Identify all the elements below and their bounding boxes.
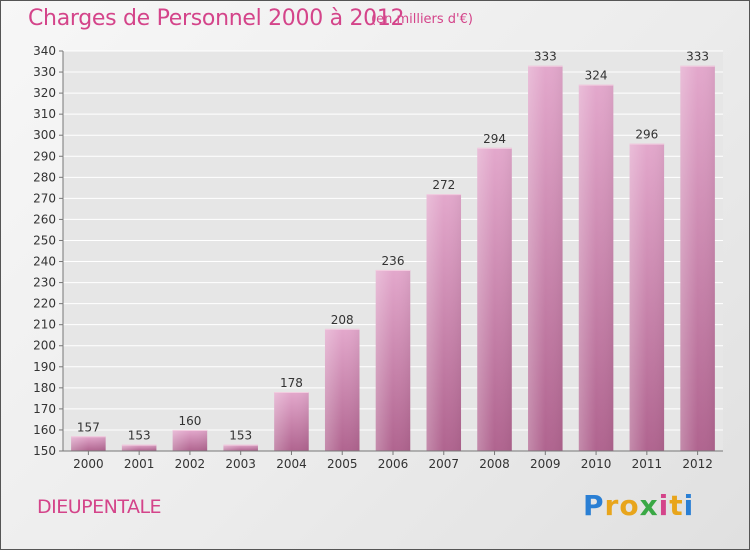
bar-shine (578, 84, 614, 452)
y-tick-label: 210 (33, 318, 56, 332)
x-tick-label: 2003 (225, 457, 256, 471)
commune-name: DIEUPENTALE (37, 496, 162, 518)
data-label: 324 (585, 69, 608, 83)
y-tick-label: 300 (33, 128, 56, 142)
y-tick-label: 310 (33, 107, 56, 121)
logo-letter: x (639, 489, 659, 522)
x-tick-label: 2012 (682, 457, 713, 471)
bar-shine (71, 436, 106, 451)
data-label: 160 (178, 414, 201, 428)
y-tick-label: 330 (33, 65, 56, 79)
proxiti-logo[interactable]: Proxiti (583, 489, 694, 522)
y-tick-label: 320 (33, 86, 56, 100)
data-label: 153 (229, 429, 252, 443)
logo-letter: i (683, 489, 695, 522)
data-label: 272 (432, 178, 455, 192)
bar-shine (528, 65, 563, 451)
y-tick-label: 220 (33, 297, 56, 311)
y-tick-label: 250 (33, 233, 56, 247)
x-tick-label: 2009 (530, 457, 561, 471)
y-tick-label: 290 (33, 149, 56, 163)
bar-shine (324, 328, 360, 451)
y-tick-label: 240 (33, 255, 56, 269)
bar-shine (375, 269, 411, 451)
bar-shine (477, 147, 512, 451)
bar-shine (121, 444, 157, 451)
x-tick-label: 2010 (581, 457, 612, 471)
x-tick-label: 2004 (276, 457, 307, 471)
data-label: 153 (128, 429, 151, 443)
bar-shine (274, 392, 309, 451)
y-tick-label: 190 (33, 360, 56, 374)
bar-shine (223, 444, 258, 451)
data-label: 157 (77, 420, 100, 434)
bar-shine (629, 143, 665, 451)
bar-shine (426, 194, 462, 451)
data-label: 294 (483, 132, 506, 146)
x-tick-label: 2000 (73, 457, 104, 471)
y-tick-label: 260 (33, 212, 56, 226)
y-tick-label: 160 (33, 423, 56, 437)
x-tick-label: 2007 (428, 457, 459, 471)
x-tick-label: 2006 (378, 457, 409, 471)
bar-shine (172, 429, 208, 451)
y-tick-label: 200 (33, 339, 56, 353)
y-tick-label: 340 (33, 44, 56, 58)
bar-shine (680, 65, 715, 451)
logo-letter: o (619, 489, 640, 522)
y-tick-label: 180 (33, 381, 56, 395)
data-label: 333 (534, 50, 557, 64)
y-tick-label: 280 (33, 170, 56, 184)
logo-letter: P (583, 489, 605, 522)
data-label: 208 (331, 313, 354, 327)
y-tick-label: 270 (33, 191, 56, 205)
data-label: 178 (280, 376, 303, 390)
x-tick-label: 2005 (327, 457, 358, 471)
data-label: 236 (382, 254, 405, 268)
x-tick-label: 2001 (124, 457, 155, 471)
logo-letter: r (604, 489, 620, 522)
logo-letter: i (658, 489, 670, 522)
chart-title: Charges de Personnel 2000 à 2012 (28, 6, 405, 31)
y-tick-label: 150 (33, 444, 56, 458)
logo-letter: t (669, 489, 684, 522)
y-tick-label: 230 (33, 276, 56, 290)
y-tick-label: 170 (33, 402, 56, 416)
chart-subtitle: (en milliers d'€) (371, 12, 473, 27)
x-tick-label: 2011 (632, 457, 663, 471)
data-label: 333 (686, 50, 709, 64)
x-tick-label: 2008 (479, 457, 510, 471)
x-tick-label: 2002 (175, 457, 206, 471)
data-label: 296 (635, 128, 658, 142)
